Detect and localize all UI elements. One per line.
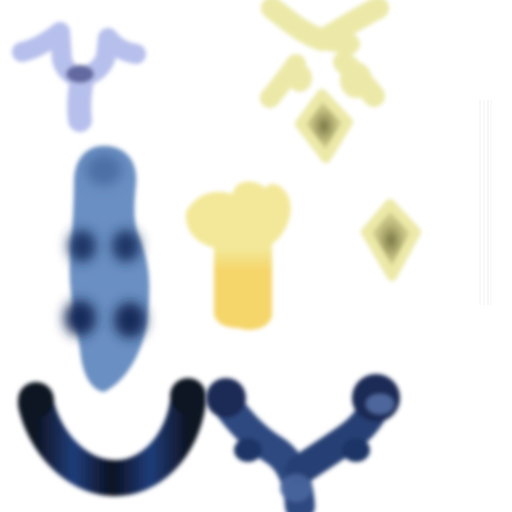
butter-diamond-left xyxy=(295,89,353,163)
dark-u-curve xyxy=(18,378,206,496)
dark-y-branch xyxy=(206,374,400,512)
steel-blue-column xyxy=(64,146,150,392)
butter-diamond-right xyxy=(361,199,421,281)
lavender-y-shape xyxy=(12,22,146,132)
vertical-guide-lines xyxy=(479,100,492,305)
yellow-tulip-shape xyxy=(185,181,291,330)
butter-star-shape xyxy=(260,0,389,108)
